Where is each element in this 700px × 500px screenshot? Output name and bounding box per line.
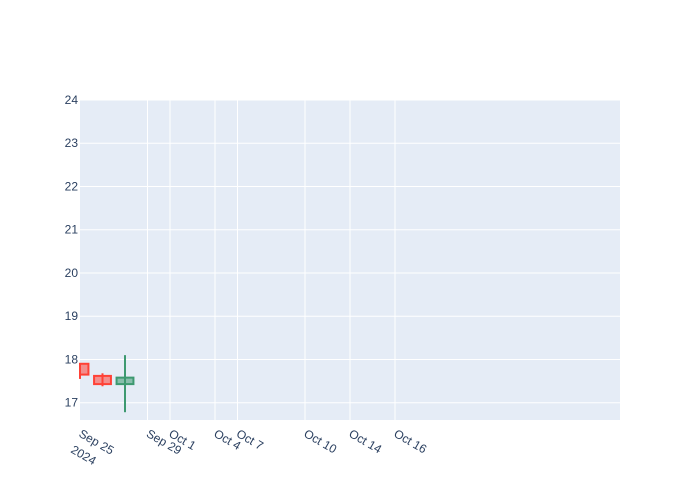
candles [79, 355, 135, 413]
y-axis-tick-labels: 17 18 19 20 21 22 23 24 [65, 93, 79, 410]
y-tick-label: 20 [65, 266, 79, 280]
candle-body [115, 376, 135, 386]
x-tick-label: Oct 14 [347, 426, 385, 456]
y-tick-label: 22 [65, 179, 79, 193]
y-tick-label: 17 [65, 396, 79, 410]
x-tick-label: Oct 16 [392, 426, 430, 456]
candle-body [93, 374, 112, 386]
x-tick-label: Oct 7 [234, 426, 266, 453]
candle [93, 373, 112, 387]
y-tick-label: 19 [65, 309, 79, 323]
candle [115, 355, 135, 413]
candle-body [79, 362, 90, 376]
x-tick-label: Oct 10 [302, 426, 340, 456]
x-grid [147, 100, 396, 420]
y-tick-label: 23 [65, 136, 79, 150]
y-tick-label: 24 [65, 93, 79, 107]
y-tick-label: 21 [65, 223, 79, 237]
candle [79, 362, 90, 379]
y-tick-label: 18 [65, 352, 79, 366]
